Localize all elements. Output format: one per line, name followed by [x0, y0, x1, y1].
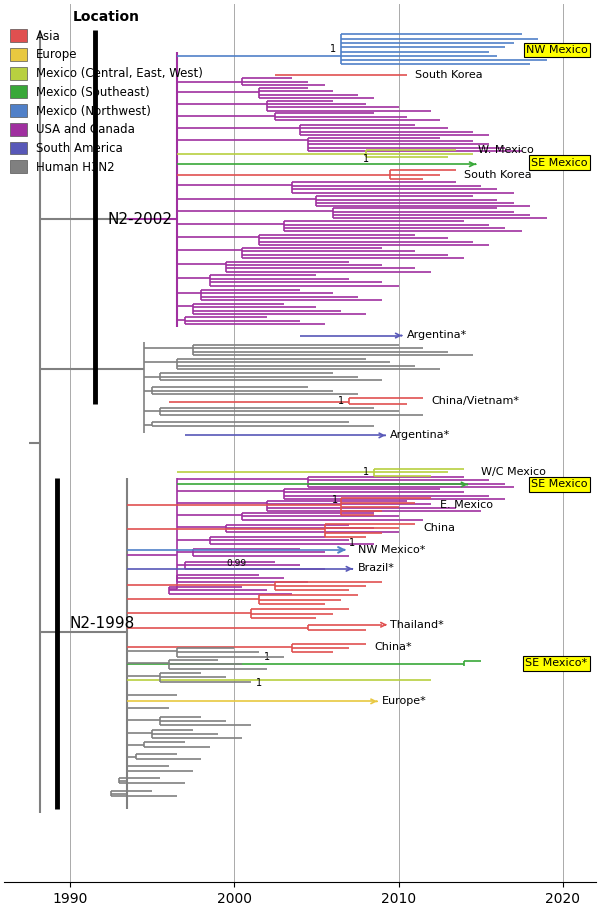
Text: Brazil*: Brazil* — [358, 563, 394, 573]
Text: Europe*: Europe* — [382, 696, 427, 706]
Text: China/Vietnam*: China/Vietnam* — [431, 396, 520, 406]
Text: Argentina*: Argentina* — [407, 329, 467, 339]
Text: South Korea: South Korea — [464, 169, 532, 179]
Text: 1: 1 — [256, 678, 262, 688]
Text: South Korea: South Korea — [415, 70, 482, 80]
Text: NW Mexico: NW Mexico — [526, 45, 587, 55]
Text: 1: 1 — [332, 495, 338, 505]
Legend: Asia, Europe, Mexico (Central, East, West), Mexico (Southeast), Mexico (Northwes: Asia, Europe, Mexico (Central, East, Wes… — [10, 10, 203, 174]
Text: NW Mexico*: NW Mexico* — [358, 545, 425, 555]
Text: China: China — [423, 523, 455, 533]
Text: Thailand*: Thailand* — [391, 620, 444, 630]
Text: 1: 1 — [349, 538, 355, 548]
Text: W/C Mexico: W/C Mexico — [481, 468, 545, 478]
Text: SE Mexico*: SE Mexico* — [526, 659, 587, 669]
Text: SE Mexico: SE Mexico — [531, 480, 587, 490]
Text: 1: 1 — [362, 154, 368, 164]
Text: Argentina*: Argentina* — [391, 430, 451, 440]
Text: 0.99: 0.99 — [226, 560, 246, 568]
Text: N2-2002: N2-2002 — [108, 212, 173, 227]
Text: N2-1998: N2-1998 — [70, 616, 135, 632]
Text: 1: 1 — [330, 44, 336, 54]
Text: E. Mexico: E. Mexico — [440, 501, 493, 511]
Text: China*: China* — [374, 642, 412, 652]
Text: 1: 1 — [264, 652, 270, 662]
Text: W. Mexico: W. Mexico — [478, 146, 533, 156]
Text: SE Mexico: SE Mexico — [531, 157, 587, 167]
Text: 1: 1 — [338, 397, 344, 407]
Text: 1: 1 — [363, 467, 369, 477]
